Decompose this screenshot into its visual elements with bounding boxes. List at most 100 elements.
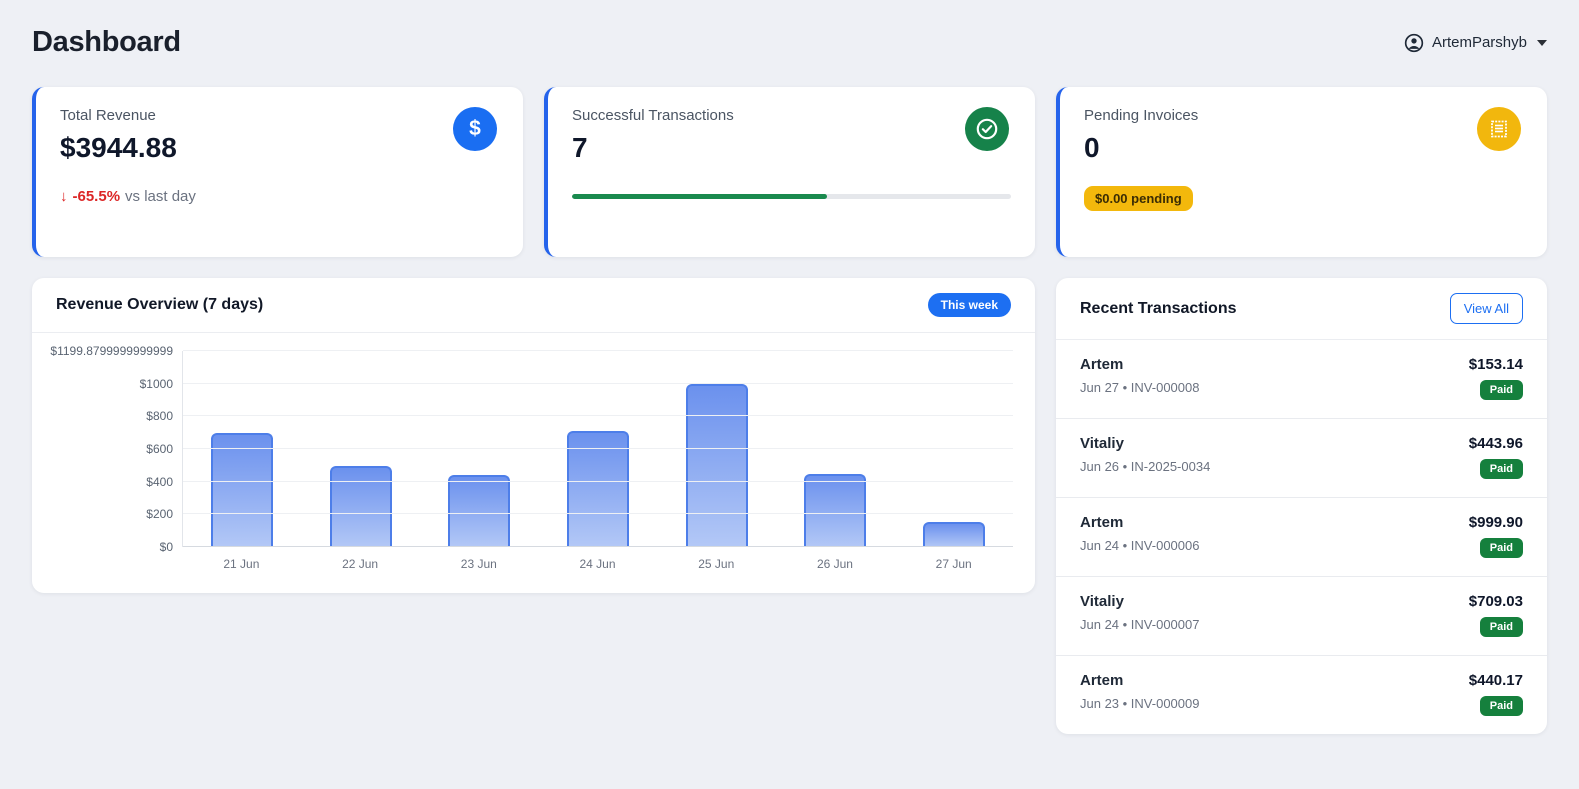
bar-slot: [539, 351, 658, 547]
transaction-meta: Jun 24 • INV-000006: [1080, 538, 1200, 553]
transactions-progress-fill: [572, 194, 827, 199]
transaction-amount: $999.90: [1468, 514, 1523, 531]
gridline: [183, 546, 1013, 547]
transaction-name: Vitaliy: [1080, 435, 1124, 452]
revenue-bar: [685, 383, 748, 547]
transaction-status-badge: Paid: [1479, 538, 1523, 558]
x-tick-label: 22 Jun: [342, 557, 379, 571]
transactions-header: Recent Transactions View All: [1056, 278, 1547, 340]
successful-transactions-value: 7: [572, 132, 588, 163]
total-revenue-value: $3944.88: [60, 132, 177, 163]
user-name: ArtemParshyb: [1431, 34, 1527, 51]
x-tick-label: 21 Jun: [223, 557, 260, 571]
transaction-amount: $443.96: [1468, 435, 1523, 452]
revenue-bar: [567, 431, 630, 547]
chart-bars: [183, 351, 1013, 547]
transaction-meta: Jun 26 • IN-2025-0034: [1080, 459, 1211, 474]
transaction-status-badge: Paid: [1479, 617, 1523, 637]
revenue-bar: [211, 432, 274, 547]
y-tick-label: $200: [146, 507, 173, 522]
chart-plot: [182, 350, 1013, 547]
gridline: [183, 350, 1013, 351]
transaction-meta: Jun 24 • INV-000007: [1080, 617, 1200, 632]
person-circle-icon: [1404, 33, 1424, 53]
transaction-status-badge: Paid: [1479, 380, 1523, 400]
invoice-icon: [1477, 107, 1521, 151]
bar-slot: [894, 351, 1013, 547]
x-tick-label: 23 Jun: [460, 557, 497, 571]
transaction-row[interactable]: Artem Jun 23 • INV-000009 $440.17 Paid: [1056, 656, 1547, 734]
transaction-row[interactable]: Artem Jun 27 • INV-000008 $153.14 Paid: [1056, 340, 1547, 419]
view-all-button[interactable]: View All: [1449, 293, 1523, 324]
transaction-status-badge: Paid: [1479, 459, 1523, 479]
y-tick-label: $600: [146, 442, 173, 456]
trend-percent: -65.5%: [72, 188, 121, 205]
transaction-name: Artem: [1080, 514, 1124, 531]
revenue-chart: $1199.8799999999999 $1000 $800 $600 $400 $200…: [32, 333, 1035, 593]
total-revenue-card: Total Revenue $3944.88 ↓ -65.5% vs last …: [32, 87, 523, 257]
gridline: [183, 382, 1013, 384]
x-tick-label: 26 Jun: [816, 557, 853, 571]
transaction-amount: $153.14: [1468, 356, 1523, 373]
stats-row: Total Revenue $3944.88 ↓ -65.5% vs last …: [32, 87, 1547, 257]
x-axis: 21 Jun 22 Jun 23 Jun 24 Jun 25 Jun 26 Jun 27 J…: [182, 557, 1013, 571]
chart-title: Revenue Overview (7 days): [56, 296, 264, 313]
bar-slot: [420, 351, 539, 547]
transactions-progress-bar: [572, 194, 1011, 199]
total-revenue-label: Total Revenue: [60, 107, 156, 124]
y-tick-label: $400: [146, 474, 173, 489]
gridline: [183, 415, 1013, 417]
x-tick-label: 25 Jun: [698, 557, 735, 571]
pending-invoices-card: Pending Invoices 0 $0.00 pending: [1056, 87, 1547, 257]
gridline: [183, 480, 1013, 482]
transaction-name: Artem: [1080, 672, 1124, 689]
check-circle-icon: [965, 107, 1009, 151]
y-tick-label: $800: [146, 409, 173, 424]
transaction-row[interactable]: Vitaliy Jun 26 • IN-2025-0034 $443.96 Pa…: [1056, 419, 1547, 498]
revenue-bar: [804, 474, 867, 547]
y-tick-label: $1199.8799999999999: [50, 344, 173, 358]
bar-slot: [302, 351, 421, 547]
y-tick-label: $1000: [139, 376, 173, 391]
user-menu[interactable]: ArtemParshyb: [1404, 33, 1547, 53]
y-tick-label: $0: [159, 540, 173, 554]
revenue-overview-card: Revenue Overview (7 days) This week $119…: [32, 278, 1035, 593]
bar-slot: [657, 351, 776, 547]
topbar: Dashboard ArtemParshyb: [32, 26, 1547, 59]
revenue-bar: [448, 475, 511, 547]
transaction-meta: Jun 23 • INV-000009: [1080, 696, 1200, 711]
page-title: Dashboard: [32, 26, 181, 58]
main-row: Revenue Overview (7 days) This week $119…: [32, 278, 1547, 734]
transaction-name: Artem: [1080, 356, 1124, 373]
chart-header: Revenue Overview (7 days) This week: [32, 278, 1035, 333]
down-arrow-icon: ↓: [60, 188, 68, 205]
transaction-row[interactable]: Artem Jun 24 • INV-000006 $999.90 Paid: [1056, 498, 1547, 577]
successful-transactions-card: Successful Transactions 7: [544, 87, 1035, 257]
transaction-amount: $709.03: [1468, 593, 1523, 610]
pending-invoices-label: Pending Invoices: [1084, 107, 1199, 124]
transaction-amount: $440.17: [1468, 672, 1523, 689]
y-axis: $1199.8799999999999 $1000 $800 $600 $400 $200…: [40, 344, 182, 554]
x-tick-label: 27 Jun: [935, 557, 972, 571]
trend-suffix: vs last day: [125, 188, 196, 205]
transaction-name: Vitaliy: [1080, 593, 1124, 610]
transaction-status-badge: Paid: [1479, 696, 1523, 716]
transactions-title: Recent Transactions: [1080, 299, 1237, 317]
successful-transactions-label: Successful Transactions: [572, 107, 734, 124]
pending-invoices-value: 0: [1084, 132, 1100, 163]
dollar-icon: $: [453, 107, 497, 151]
gridline: [183, 448, 1013, 449]
transaction-row[interactable]: Vitaliy Jun 24 • INV-000007 $709.03 Paid: [1056, 577, 1547, 656]
revenue-bar: [329, 465, 392, 547]
recent-transactions-card: Recent Transactions View All Artem Jun 2…: [1056, 278, 1547, 734]
chevron-down-icon: [1537, 39, 1547, 46]
bar-slot: [776, 351, 895, 547]
this-week-chip[interactable]: This week: [927, 293, 1011, 317]
transaction-meta: Jun 27 • INV-000008: [1080, 380, 1200, 395]
bar-slot: [183, 351, 302, 547]
revenue-trend: ↓ -65.5% vs last day: [60, 188, 499, 205]
gridline: [183, 513, 1013, 515]
revenue-bar: [922, 522, 985, 547]
pending-amount-badge: $0.00 pending: [1084, 186, 1193, 211]
transactions-list: Artem Jun 27 • INV-000008 $153.14 Paid V…: [1056, 340, 1547, 734]
